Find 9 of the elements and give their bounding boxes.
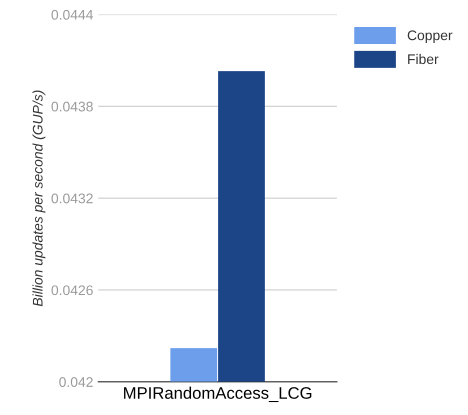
x-tick-label: MPIRandomAccess_LCG — [124, 386, 312, 402]
y-tick-label: 0.042 — [59, 377, 93, 387]
y-tick-label: 0.0432 — [51, 193, 93, 204]
legend-label: Fiber — [408, 54, 438, 64]
y-tick-label: 0.0438 — [51, 102, 93, 112]
legend-label: Copper — [408, 30, 452, 43]
y-tick-label: 0.0444 — [51, 10, 94, 20]
y-tick-label: 0.0426 — [51, 285, 93, 296]
y-axis-title: Billion updates per second (GUP/s) — [32, 90, 46, 306]
